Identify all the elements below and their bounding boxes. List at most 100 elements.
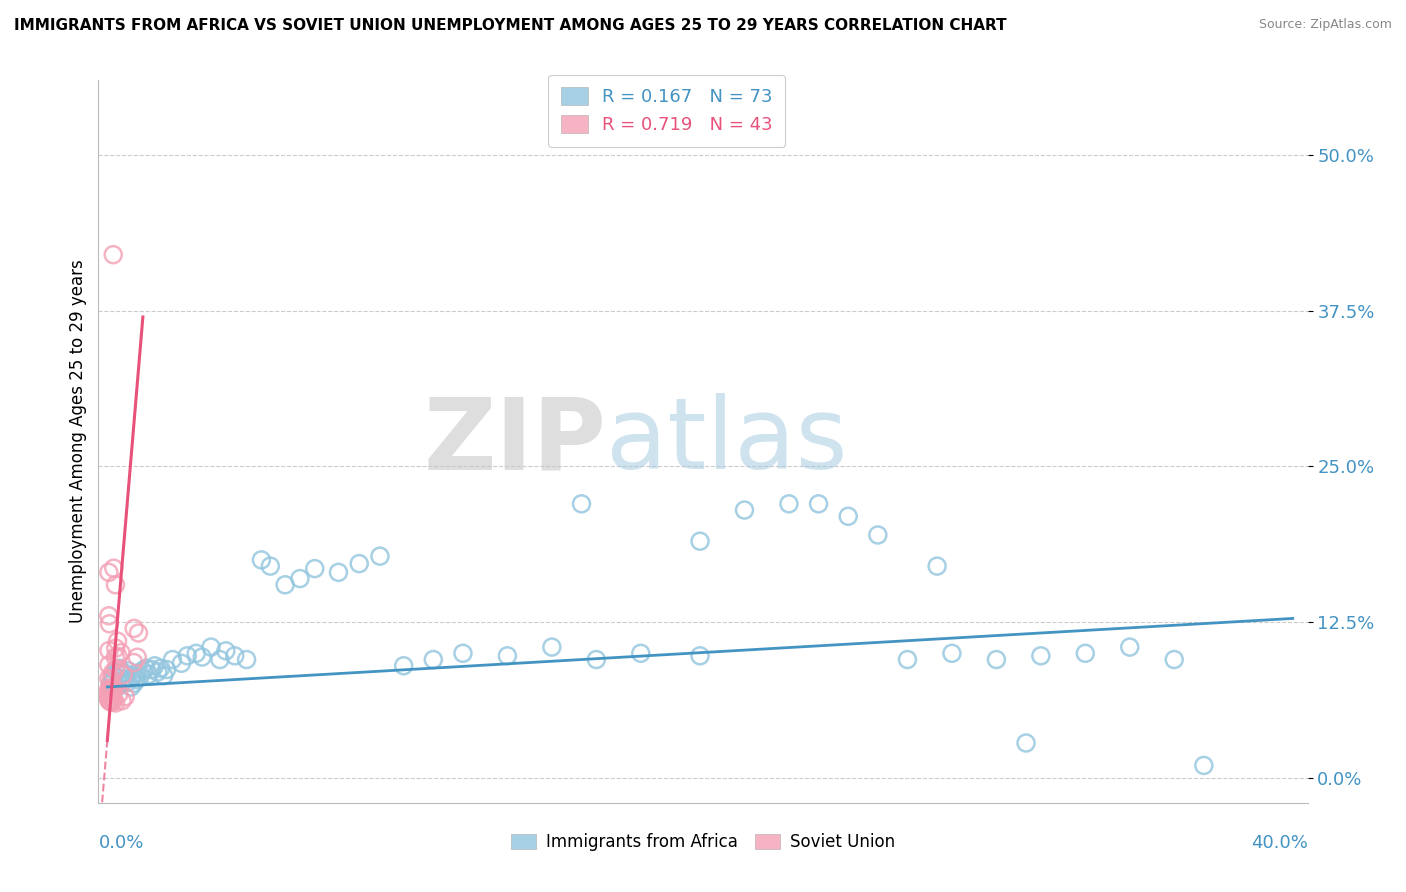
Point xyxy=(149,661,172,675)
Point xyxy=(1074,646,1097,660)
Point xyxy=(108,687,131,701)
Point xyxy=(111,667,134,681)
Point xyxy=(288,572,311,586)
Point xyxy=(235,652,257,666)
Point xyxy=(152,669,174,683)
Point xyxy=(103,673,125,688)
Point xyxy=(571,497,593,511)
Point xyxy=(422,652,444,666)
Point xyxy=(1029,648,1052,663)
Point xyxy=(101,691,124,706)
Text: Source: ZipAtlas.com: Source: ZipAtlas.com xyxy=(1258,18,1392,31)
Point xyxy=(122,656,145,670)
Point xyxy=(927,559,949,574)
Point xyxy=(98,690,121,704)
Point xyxy=(110,646,132,660)
Point xyxy=(368,549,391,563)
Point xyxy=(104,641,127,656)
Point xyxy=(585,652,607,666)
Text: 40.0%: 40.0% xyxy=(1251,834,1308,852)
Point xyxy=(114,673,136,687)
Point xyxy=(807,497,830,511)
Point xyxy=(170,657,193,671)
Point xyxy=(328,566,350,580)
Point xyxy=(122,676,145,690)
Point xyxy=(176,648,198,663)
Point xyxy=(105,665,128,679)
Point xyxy=(141,663,163,677)
Y-axis label: Unemployment Among Ages 25 to 29 years: Unemployment Among Ages 25 to 29 years xyxy=(69,260,87,624)
Point xyxy=(162,652,184,666)
Point xyxy=(143,658,166,673)
Point xyxy=(224,648,246,663)
Point xyxy=(112,667,135,681)
Point xyxy=(97,692,120,706)
Point xyxy=(122,669,145,683)
Point xyxy=(1015,736,1038,750)
Point xyxy=(122,621,145,635)
Text: IMMIGRANTS FROM AFRICA VS SOVIET UNION UNEMPLOYMENT AMONG AGES 25 TO 29 YEARS CO: IMMIGRANTS FROM AFRICA VS SOVIET UNION U… xyxy=(14,18,1007,33)
Text: atlas: atlas xyxy=(606,393,848,490)
Point xyxy=(97,684,120,698)
Point xyxy=(186,646,208,660)
Point xyxy=(101,665,124,680)
Point xyxy=(304,561,326,575)
Point xyxy=(392,658,415,673)
Point xyxy=(108,661,131,675)
Point xyxy=(105,681,128,696)
Point xyxy=(127,626,149,640)
Text: 0.0%: 0.0% xyxy=(98,834,143,852)
Point xyxy=(734,503,756,517)
Point xyxy=(100,682,122,697)
Point xyxy=(103,669,125,683)
Point xyxy=(107,634,129,648)
Point xyxy=(125,673,148,687)
Point xyxy=(866,528,889,542)
Point xyxy=(100,672,122,686)
Point xyxy=(837,509,859,524)
Point xyxy=(689,534,711,549)
Point xyxy=(98,643,121,657)
Point xyxy=(496,648,519,663)
Point xyxy=(100,695,122,709)
Point xyxy=(138,667,160,681)
Point xyxy=(155,663,177,677)
Point xyxy=(630,646,652,660)
Point xyxy=(103,561,125,575)
Point xyxy=(97,566,120,580)
Point xyxy=(200,640,222,654)
Point xyxy=(1119,640,1142,654)
Point xyxy=(100,686,122,700)
Point xyxy=(451,646,474,660)
Point xyxy=(540,640,562,654)
Point xyxy=(111,676,134,690)
Point xyxy=(1163,652,1185,666)
Point xyxy=(101,681,124,695)
Point xyxy=(125,666,148,681)
Point xyxy=(215,644,238,658)
Point xyxy=(98,616,121,631)
Point xyxy=(191,650,214,665)
Point xyxy=(146,665,169,679)
Point xyxy=(127,650,149,665)
Point xyxy=(97,683,120,698)
Point xyxy=(132,664,155,678)
Point xyxy=(129,670,152,684)
Point xyxy=(114,666,136,681)
Point xyxy=(111,694,134,708)
Point xyxy=(120,680,142,694)
Point xyxy=(103,684,125,698)
Point xyxy=(689,648,711,663)
Point xyxy=(347,557,370,571)
Point xyxy=(97,690,120,704)
Point xyxy=(104,650,127,665)
Point xyxy=(100,695,122,709)
Point xyxy=(896,652,918,666)
Point xyxy=(778,497,800,511)
Point xyxy=(97,657,120,672)
Point xyxy=(97,682,120,697)
Point xyxy=(104,696,127,710)
Point xyxy=(117,675,139,690)
Point xyxy=(135,661,157,675)
Point xyxy=(986,652,1008,666)
